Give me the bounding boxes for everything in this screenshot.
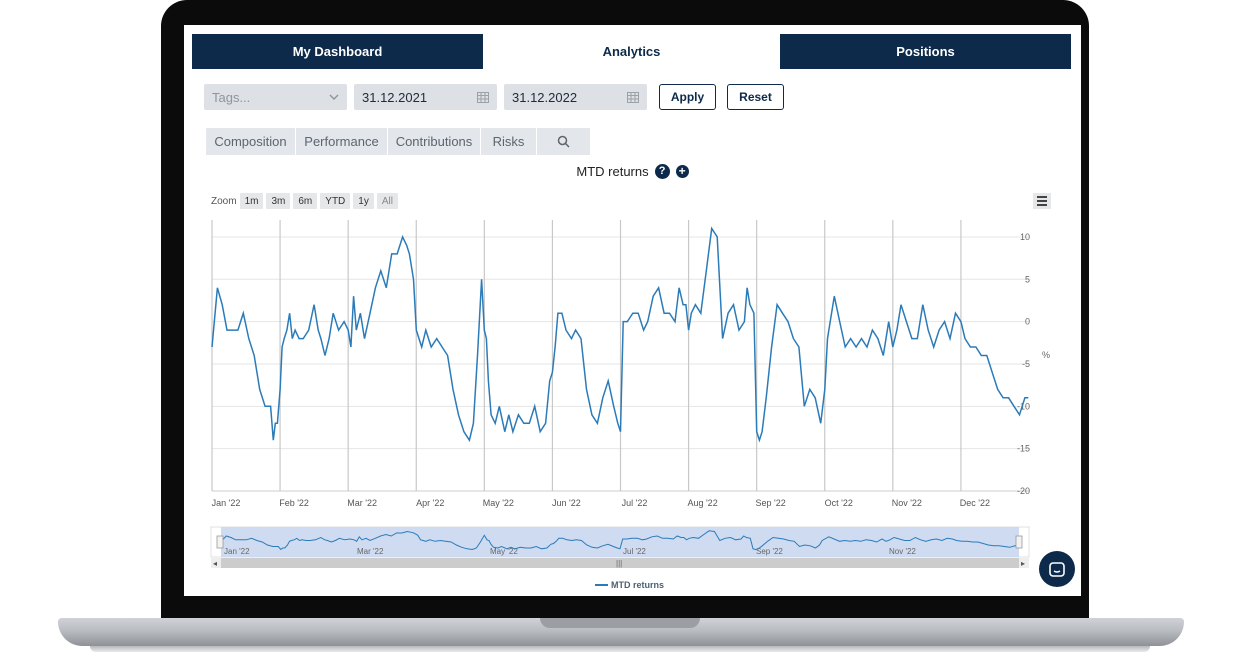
x-tick-label: Sep '22	[756, 498, 786, 508]
reset-button[interactable]: Reset	[727, 84, 784, 110]
start-date-value: 31.12.2021	[362, 89, 428, 105]
y-tick-label: -20	[1017, 486, 1030, 496]
laptop-base-notch	[540, 618, 700, 628]
zoom-6m-button[interactable]: 6m	[293, 193, 318, 209]
zoom-1m-button[interactable]: 1m	[239, 193, 264, 209]
chat-icon	[1049, 561, 1065, 577]
search-icon	[557, 135, 570, 148]
x-tick-label: Nov '22	[892, 498, 922, 508]
zoom-label: Zoom	[211, 195, 237, 207]
question-circle-icon[interactable]: ?	[654, 163, 670, 179]
y-axis-unit: %	[1042, 350, 1050, 360]
calendar-icon	[627, 92, 639, 103]
navigator-handle-left[interactable]	[216, 535, 224, 549]
start-date-field[interactable]: 31.12.2021	[354, 84, 497, 110]
navigator-line	[220, 530, 1019, 551]
laptop-shadow	[90, 646, 1150, 652]
navigator-scrollbar-thumb[interactable]	[221, 558, 1019, 568]
chart-header: MTD returns ? +	[184, 162, 1081, 180]
tab-positions[interactable]: Positions	[780, 34, 1071, 69]
zoom-1y-button[interactable]: 1y	[353, 193, 374, 209]
navigator-label: Nov '22	[889, 547, 916, 556]
x-tick-label: Dec '22	[960, 498, 990, 508]
x-tick-label: Feb '22	[279, 498, 309, 508]
subtab-performance[interactable]: Performance	[296, 128, 388, 155]
subtab-risks[interactable]: Risks	[481, 128, 537, 155]
tab-analytics[interactable]: Analytics	[483, 34, 780, 69]
navigator-selection[interactable]	[221, 527, 1019, 557]
tags-select[interactable]: Tags...	[204, 84, 347, 110]
x-tick-label: Jul '22	[622, 498, 648, 508]
navigator-label: Jul '22	[623, 547, 646, 556]
analytics-subtabs: Composition Performance Contributions Ri…	[206, 128, 591, 155]
x-tick-label: Mar '22	[347, 498, 377, 508]
main-tabs: My Dashboard Analytics Positions	[192, 34, 1071, 69]
chat-launcher-button[interactable]	[1039, 551, 1075, 587]
zoom-all-button[interactable]: All	[376, 193, 398, 209]
chart-menu-icon[interactable]	[1033, 193, 1051, 209]
chart-title: MTD returns	[576, 163, 649, 179]
zoom-3m-button[interactable]: 3m	[266, 193, 291, 209]
scrollbar-right-arrow[interactable]: ▸	[1021, 559, 1025, 568]
x-tick-label: Jun '22	[552, 498, 581, 508]
x-tick-label: May '22	[483, 498, 514, 508]
navigator-label: Sep '22	[756, 547, 783, 556]
subtab-search[interactable]	[537, 128, 591, 155]
tab-my-dashboard[interactable]: My Dashboard	[192, 34, 483, 69]
navigator-label: May '22	[490, 547, 518, 556]
end-date-value: 31.12.2022	[512, 89, 578, 105]
x-tick-label: Apr '22	[416, 498, 444, 508]
mtd-returns-chart: Jan '22 Feb '22 Mar '22 Apr '22 May '22 Jun '…	[210, 220, 1050, 590]
zoom-selector: Zoom 1m 3m 6m YTD 1y All	[211, 193, 398, 209]
navigator-handle-right[interactable]	[1015, 535, 1023, 549]
legend-item-mtd-returns[interactable]: MTD returns	[611, 580, 664, 590]
navigator-label: Mar '22	[357, 547, 384, 556]
x-tick-label: Oct '22	[825, 498, 853, 508]
scrollbar-grip-icon: |||	[616, 559, 622, 568]
tags-placeholder: Tags...	[212, 89, 251, 105]
chevron-down-icon	[329, 94, 339, 100]
app-screen: My Dashboard Analytics Positions Tags...…	[184, 25, 1081, 596]
y-tick-label: -5	[1022, 359, 1030, 369]
x-tick-label: Jan '22	[212, 498, 241, 508]
zoom-ytd-button[interactable]: YTD	[320, 193, 351, 209]
y-tick-label: -15	[1017, 444, 1030, 454]
y-tick-label: 0	[1025, 317, 1030, 327]
y-tick-label: 10	[1020, 232, 1030, 242]
y-tick-label: -10	[1017, 401, 1030, 411]
navigator-label: Jan '22	[224, 547, 250, 556]
subtab-contributions[interactable]: Contributions	[388, 128, 481, 155]
y-tick-label: 5	[1025, 274, 1030, 284]
series-line-mtd-returns	[211, 226, 1029, 443]
end-date-field[interactable]: 31.12.2022	[504, 84, 647, 110]
apply-button[interactable]: Apply	[659, 84, 716, 110]
plus-circle-icon[interactable]: +	[675, 164, 689, 178]
calendar-icon	[477, 92, 489, 103]
scrollbar-left-arrow[interactable]: ◂	[213, 559, 217, 568]
x-tick-label: Aug '22	[687, 498, 717, 508]
subtab-composition[interactable]: Composition	[206, 128, 296, 155]
